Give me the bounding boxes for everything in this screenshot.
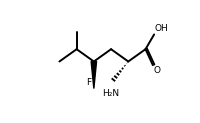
- Text: H₂N: H₂N: [103, 89, 120, 98]
- Polygon shape: [91, 62, 97, 89]
- Text: F: F: [86, 78, 91, 87]
- Text: O: O: [154, 66, 161, 75]
- Text: OH: OH: [155, 24, 168, 33]
